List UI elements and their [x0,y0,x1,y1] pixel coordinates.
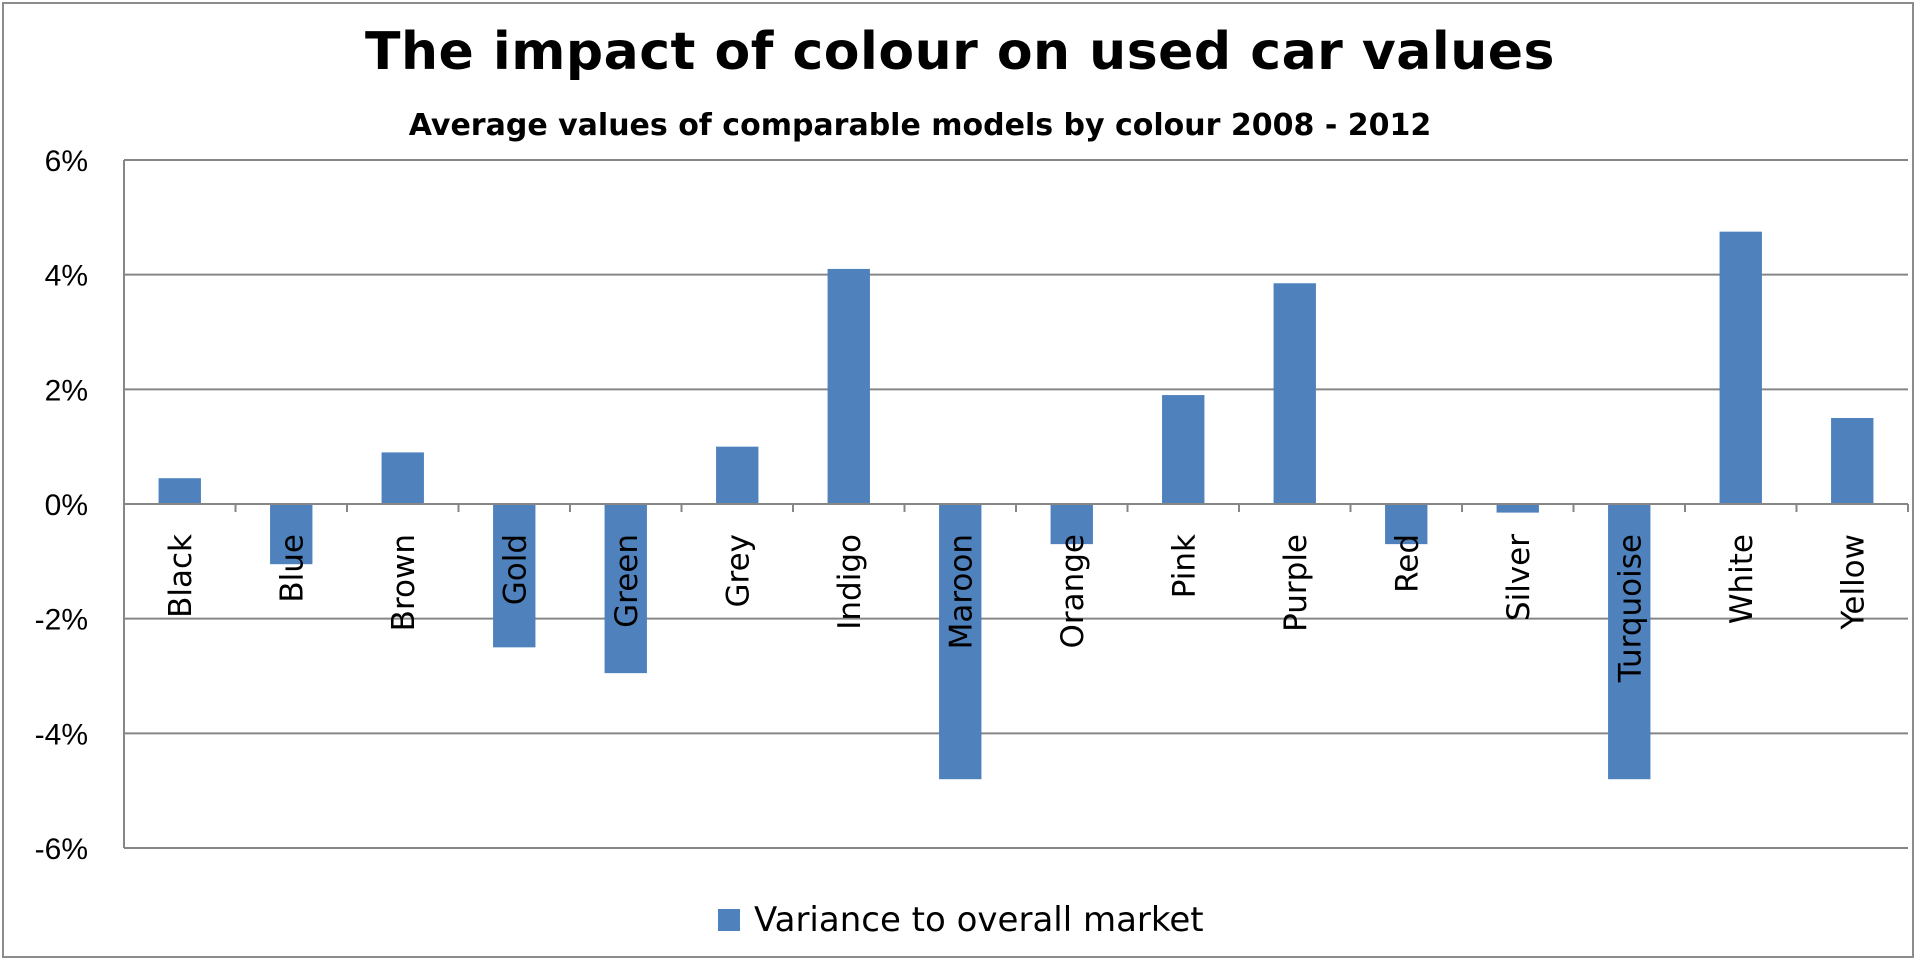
y-tick-label: -6% [35,833,88,866]
category-label: Yellow [1835,534,1871,630]
category-label: Grey [720,534,756,608]
category-label: Turquoise [1612,534,1648,683]
y-tick-label: 4% [45,260,88,293]
category-label: Blue [274,534,310,603]
y-tick-label: 0% [45,489,88,522]
bar [1050,504,1093,545]
category-label: Black [163,534,199,618]
y-tick-label: -2% [35,604,88,637]
legend-label: Variance to overall market [754,900,1204,940]
bar [1273,283,1316,504]
bar [270,504,313,565]
category-label: Silver [1501,534,1537,621]
bar [939,504,982,780]
bar [827,268,870,504]
category-label: Gold [497,534,533,605]
chart-title: The impact of colour on used car values [365,22,1555,82]
chart-subtitle: Average values of comparable models by c… [408,108,1432,143]
y-tick-label: 6% [45,145,88,178]
bar [493,504,536,648]
bar [1831,418,1874,504]
y-tick-label: 2% [45,374,88,407]
bar [716,446,759,504]
bar [1608,504,1651,780]
bar [158,478,201,504]
category-label: Brown [386,534,422,631]
category-label: Green [609,534,645,628]
category-label: Pink [1166,534,1202,598]
legend: Variance to overall market [718,900,1204,940]
bar [1162,395,1205,504]
bar [1719,231,1762,504]
bar [381,452,424,504]
bar [1385,504,1428,545]
legend-swatch [718,909,740,931]
category-label: Purple [1278,534,1314,632]
category-label: White [1724,534,1760,624]
bar [604,504,647,674]
category-label: Maroon [943,534,979,649]
category-label: Indigo [832,534,868,630]
y-tick-label: -4% [35,718,88,751]
bar [1496,504,1539,513]
category-label: Red [1389,534,1425,593]
category-label: Orange [1055,534,1091,649]
